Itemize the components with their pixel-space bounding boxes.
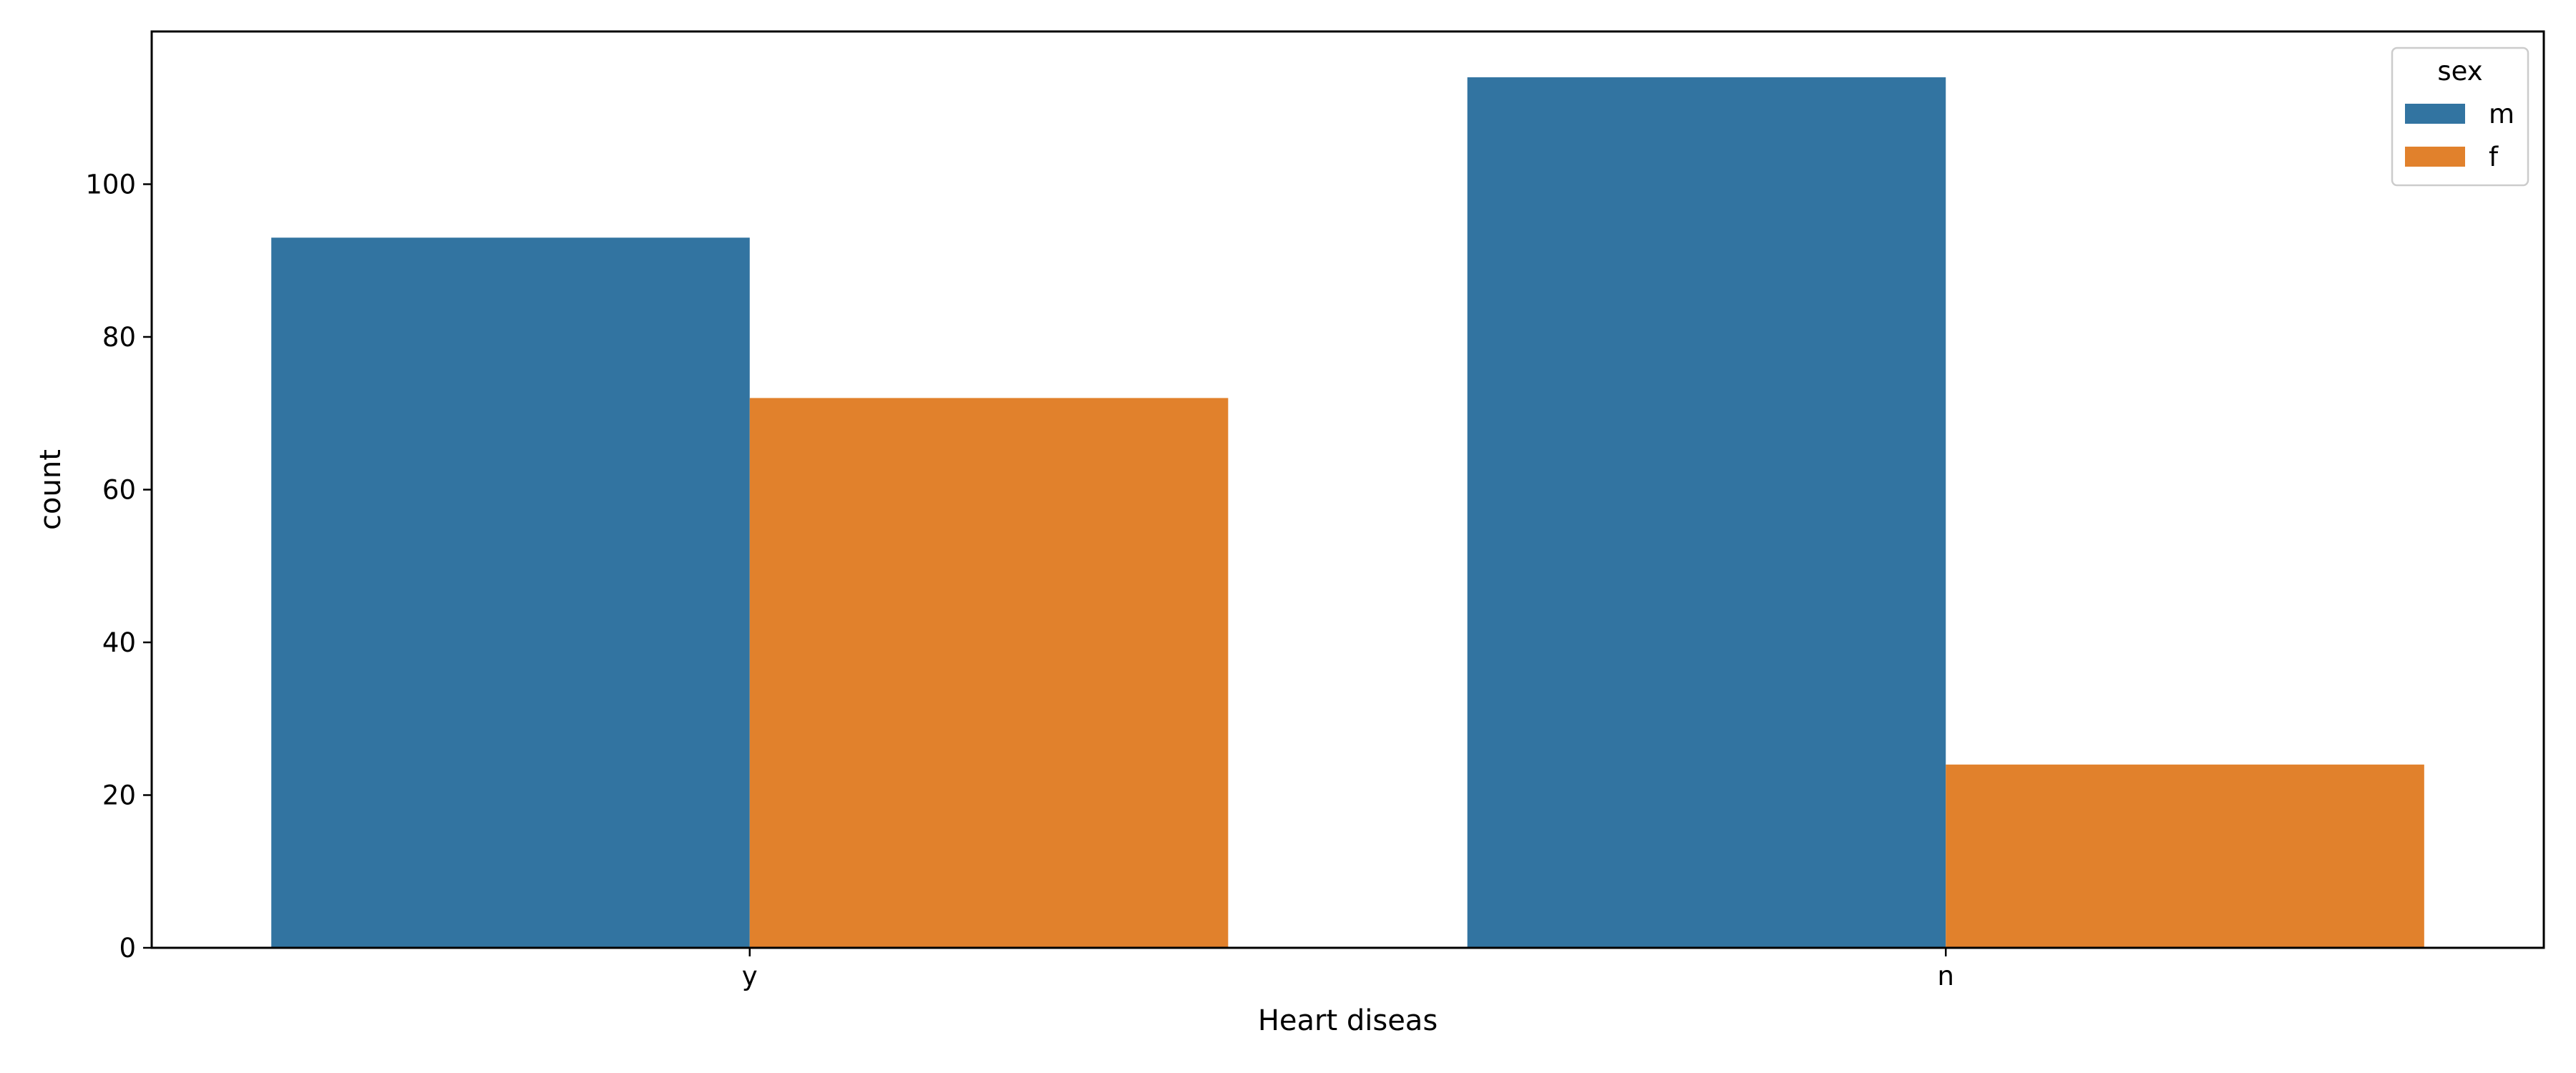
x-tick-label: y bbox=[742, 961, 758, 991]
bar-f-y bbox=[749, 398, 1229, 948]
legend: sex mf bbox=[2391, 46, 2529, 187]
y-tick-label: 80 bbox=[102, 322, 136, 353]
y-tick-label: 20 bbox=[102, 780, 136, 811]
y-tick-label: 0 bbox=[119, 933, 136, 964]
plot-frame bbox=[150, 30, 2545, 949]
x-axis-label: Heart diseas bbox=[1258, 1004, 1438, 1037]
axes-layer: y n 0 20 40 60 80 100 bbox=[85, 170, 1954, 992]
legend-label-m: m bbox=[2489, 99, 2514, 129]
legend-items: mf bbox=[2405, 99, 2514, 172]
y-tick-label: 60 bbox=[102, 475, 136, 506]
y-tick-label: 100 bbox=[85, 170, 136, 200]
legend-label-f: f bbox=[2489, 142, 2499, 172]
legend-swatch-f bbox=[2405, 147, 2465, 167]
bar-f-n bbox=[1946, 764, 2424, 948]
y-tick-label: 40 bbox=[102, 627, 136, 658]
bars-layer bbox=[271, 77, 2424, 949]
legend-title: sex bbox=[2437, 56, 2482, 87]
y-axis-label: count bbox=[34, 449, 67, 530]
bar-m-y bbox=[271, 237, 750, 949]
bar-m-n bbox=[1467, 77, 1946, 948]
legend-swatch-m bbox=[2405, 104, 2465, 124]
x-tick-label: n bbox=[1938, 961, 1954, 991]
